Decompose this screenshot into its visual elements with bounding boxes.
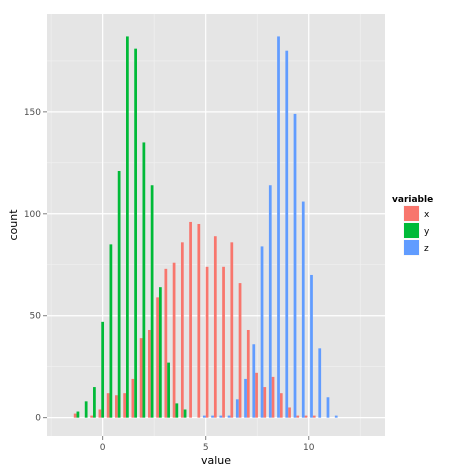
bar-x xyxy=(271,376,275,418)
bar-x xyxy=(172,262,176,418)
bar-z xyxy=(252,344,256,418)
bar-z xyxy=(301,201,305,418)
bar-x xyxy=(230,242,234,418)
bar-y xyxy=(142,142,146,418)
bar-x xyxy=(180,242,184,418)
axis-ticks xyxy=(43,111,310,440)
bar-z xyxy=(227,415,231,418)
x-tick-label: 5 xyxy=(203,443,209,453)
bar-x xyxy=(304,415,308,418)
y-tick-label: 150 xyxy=(24,108,41,118)
bar-y xyxy=(158,287,162,418)
bar-z xyxy=(326,397,330,418)
bar-x xyxy=(296,415,300,418)
bar-x xyxy=(147,329,151,418)
legend-title: variable xyxy=(392,195,433,205)
bar-y xyxy=(117,170,121,418)
bar-y xyxy=(167,362,170,418)
bar-x xyxy=(106,393,110,418)
bar-z xyxy=(260,246,264,418)
bar-x xyxy=(288,407,291,418)
bar-z xyxy=(202,415,206,418)
bars-layer xyxy=(73,36,338,418)
bar-x xyxy=(255,372,258,418)
bar-x xyxy=(205,266,209,418)
y-axis-title: count xyxy=(7,209,20,241)
bar-x xyxy=(131,378,135,418)
legend-label-z: z xyxy=(424,244,429,254)
bar-x xyxy=(279,393,283,418)
bar-x xyxy=(139,338,143,418)
bar-x xyxy=(312,415,316,418)
bar-y xyxy=(134,48,137,418)
bar-x xyxy=(263,387,267,418)
bar-z xyxy=(310,274,313,418)
bar-x xyxy=(238,283,242,418)
bar-y xyxy=(150,185,154,418)
y-tick-label: 50 xyxy=(30,312,42,322)
bar-y xyxy=(76,411,80,418)
bar-z xyxy=(318,348,322,418)
legend-label-x: x xyxy=(424,210,430,220)
bar-x xyxy=(90,415,94,418)
bar-x xyxy=(73,413,77,418)
bar-y xyxy=(183,409,187,418)
bar-y xyxy=(101,321,105,418)
legend-label-y: y xyxy=(424,227,430,237)
bar-y xyxy=(175,403,179,418)
bar-x xyxy=(115,395,118,418)
legend-key-z xyxy=(404,240,419,255)
bar-y xyxy=(109,244,113,418)
bar-x xyxy=(197,223,201,418)
y-tick-label: 100 xyxy=(24,210,41,220)
bar-z xyxy=(211,415,214,418)
bar-x xyxy=(123,393,127,418)
bar-y xyxy=(84,401,88,418)
x-tick-label: 10 xyxy=(303,443,315,453)
legend-key-y xyxy=(404,223,419,238)
bar-x xyxy=(213,236,217,418)
legend: variable xyz xyxy=(392,195,433,257)
bar-x xyxy=(164,268,168,418)
legend-key-x xyxy=(404,206,419,221)
x-tick-label: 0 xyxy=(100,443,106,453)
bar-z xyxy=(277,36,280,418)
bar-z xyxy=(244,378,247,418)
bar-x xyxy=(98,409,102,418)
bar-z xyxy=(235,399,239,418)
bar-z xyxy=(334,415,338,418)
bar-z xyxy=(293,113,297,418)
bar-x xyxy=(246,329,250,418)
bar-z xyxy=(219,415,223,418)
bar-z xyxy=(268,185,272,418)
bar-z xyxy=(285,50,289,418)
bar-y xyxy=(126,36,129,418)
x-axis-title: value xyxy=(201,454,231,467)
bar-x xyxy=(222,266,225,418)
bar-x xyxy=(156,297,159,418)
bar-x xyxy=(189,221,192,418)
legend-items: xyz xyxy=(402,204,430,257)
bar-y xyxy=(93,387,96,418)
y-tick-label: 0 xyxy=(35,414,41,424)
